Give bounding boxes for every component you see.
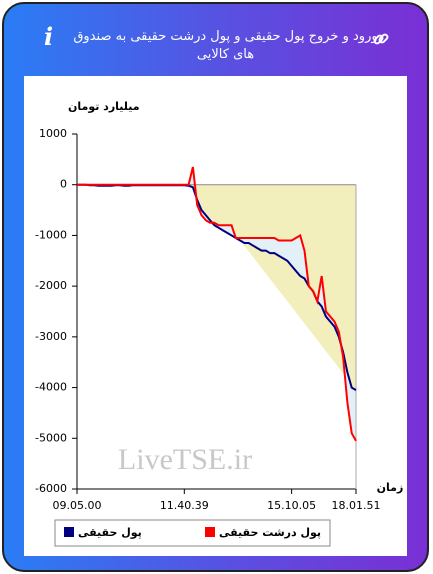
upper-fill: [77, 184, 356, 391]
info-icon[interactable]: i: [44, 22, 54, 51]
legend-box: [54, 519, 331, 547]
x-tick-label: 11.40.39: [160, 499, 209, 512]
x-tick-label: 15.10.05: [267, 499, 316, 512]
link-icon[interactable]: [372, 30, 390, 48]
legend-swatch: [205, 527, 215, 537]
x-axis-label: زمان: [377, 481, 404, 494]
y-tick-label: -1000: [35, 228, 67, 241]
y-tick-label: -5000: [35, 431, 67, 444]
legend-label: پول حقیقی: [78, 526, 142, 539]
x-tick-label: 09.05.00: [53, 499, 102, 512]
y-tick-label: -4000: [35, 381, 67, 394]
y-tick-label: -2000: [35, 279, 67, 292]
x-tick-label: 18.01.51: [332, 499, 381, 512]
y-tick-label: 1000: [39, 127, 67, 140]
card-title: ورود و خروج پول حقیقی و پول درشت حقیقی ب…: [73, 29, 378, 62]
y-tick-label: -3000: [35, 330, 67, 343]
legend-label: پول درشت حقیقی: [219, 526, 321, 539]
y-tick-label: -6000: [35, 482, 67, 495]
legend-swatch: [64, 527, 74, 537]
watermark: LiveTSE.ir: [118, 443, 252, 476]
y-axis-label: میلیارد تومان: [68, 100, 140, 113]
y-tick-label: 0: [60, 178, 67, 191]
series-line: [77, 166, 357, 442]
